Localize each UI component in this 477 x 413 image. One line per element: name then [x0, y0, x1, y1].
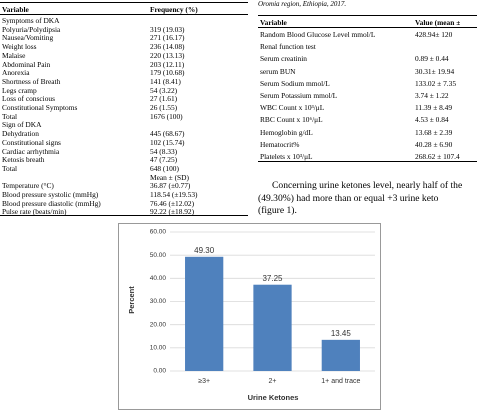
- table-cell: Polyuria/Polydipsia: [2, 24, 61, 34]
- value-label: 13.45: [331, 329, 352, 338]
- y-tick-label: 50.00: [150, 252, 167, 259]
- bar: [321, 339, 360, 371]
- table-cell: 47 (7.25): [150, 155, 178, 165]
- y-tick-label: 40.00: [150, 275, 167, 282]
- table-cell: 648 (100): [150, 163, 179, 173]
- table-cell: Abdominal Pain: [2, 59, 51, 69]
- paragraph-line: (figure 1).: [258, 205, 297, 216]
- rule: [0, 215, 248, 216]
- chart: Percent Urine Ketones 0.00 10.00 20.00 30.0…: [118, 223, 381, 410]
- table-cell: RBC Count x 10⁶/μL: [260, 115, 323, 125]
- table-cell: 1676 (100): [150, 111, 183, 121]
- table-cell: 203 (12.11): [150, 59, 185, 69]
- table-cell: 36.87 (±0.77): [150, 181, 191, 191]
- value-label: 49.30: [194, 246, 215, 255]
- y-tick-label: 30.00: [150, 298, 167, 305]
- table-cell: Serum Sodium mmol/L: [260, 78, 330, 88]
- paragraph-line: (49.30%) had more than or equal +3 urine…: [258, 192, 439, 204]
- table-cell: 133.02 ± 7.35: [415, 78, 457, 88]
- table-cell: Serum creatinin: [260, 54, 307, 64]
- table-cell: Total: [2, 111, 18, 121]
- value-label: 37.25: [262, 274, 283, 283]
- table-cell: 54 (3.22): [150, 85, 178, 95]
- y-axis-label: Percent: [127, 286, 136, 314]
- table-cell: Malaise: [2, 50, 26, 60]
- table-cell: 268.62 ± 107.4: [415, 152, 460, 161]
- y-tick-label: 20.00: [150, 321, 167, 328]
- table-cell: Hematocrit%: [260, 139, 300, 149]
- table-cell: 102 (15.74): [150, 137, 185, 147]
- table-cell: 76.46 (±12.02): [150, 198, 195, 208]
- x-axis-label: Urine Ketones: [248, 393, 299, 402]
- table-cell: 26 (1.55): [150, 103, 178, 112]
- rule: [258, 161, 477, 162]
- table-cell: Anorexia: [2, 68, 30, 78]
- table-cell: Constitutional Symptoms: [2, 103, 78, 112]
- bar: [185, 256, 224, 371]
- table-cell: 30.31± 19.94: [415, 66, 455, 76]
- table-cell: 27 (1.61): [150, 94, 178, 104]
- table-cell: Hemoglobin g/dL: [260, 127, 313, 137]
- table-cell: 179 (10.68): [150, 68, 185, 78]
- table-cell: 11.39 ± 8.49: [415, 103, 453, 113]
- table-cell: 428.94± 120: [415, 30, 453, 39]
- table-cell: WBC Count x 10³/μL: [260, 103, 325, 113]
- table-cell: 445 (68.67): [150, 129, 185, 139]
- table-header: Value (mean ±: [415, 18, 461, 27]
- table-cell: 54 (8.33): [150, 146, 178, 156]
- rule: [258, 27, 477, 28]
- table-cell: 220 (13.13): [150, 50, 185, 60]
- table-cell: 4.53 ± 0.84: [415, 115, 449, 125]
- table-caption: Oromia region, Ethiopia, 2017.: [258, 0, 347, 8]
- table-cell: 0.89 ± 0.44: [415, 54, 449, 64]
- table-cell: 118.54 (±19.53): [150, 190, 198, 199]
- x-tick-label: 2+: [269, 378, 277, 385]
- x-tick-label: ≥3+: [198, 378, 210, 385]
- x-tick-label: 1+ and trace: [321, 378, 360, 385]
- table-cell: 271 (16.17): [150, 33, 185, 43]
- table-cell: Total: [2, 163, 18, 173]
- y-tick-label: 0.00: [153, 368, 166, 375]
- y-tick-label: 60.00: [150, 229, 167, 236]
- table-cell: 141 (8.41): [150, 76, 181, 86]
- y-tick-label: 10.00: [150, 345, 167, 352]
- bar: [253, 284, 292, 371]
- table-cell: Shortness of Breath: [2, 76, 61, 86]
- table-header: Variable: [260, 18, 287, 27]
- table-cell: Blood pressure systolic (mmHg): [2, 190, 99, 199]
- rule: [258, 15, 477, 16]
- table-cell: Sign of DKA: [2, 120, 42, 130]
- table-cell: Loss of conscious: [2, 94, 55, 104]
- table-cell: serum BUN: [260, 66, 296, 76]
- rule: [0, 2, 248, 3]
- table-cell: Constitutional signs: [2, 137, 61, 147]
- table-cell: Legs cramp: [2, 85, 37, 95]
- table-cell: Symptoms of DKA: [2, 16, 60, 25]
- table-cell: Renal function test: [260, 42, 316, 52]
- table-cell: Weight loss: [2, 42, 37, 52]
- table-cell: 92.22 (±18.92): [150, 207, 195, 217]
- table-cell: Pulse rate (beats/min): [2, 207, 67, 217]
- table-cell: Serum Potassium mmol/L: [260, 91, 338, 100]
- table-cell: Cardiac arrhythmia: [2, 146, 60, 156]
- table-cell: 319 (19.03): [150, 24, 185, 34]
- table-cell: Temperature (°C): [2, 181, 54, 191]
- table-header: Frequency (%): [150, 5, 198, 14]
- table-cell: Random Blood Glucose Level mmol/L: [260, 30, 376, 39]
- table-header: Variable: [2, 5, 29, 14]
- paragraph-line: Concerning urine ketones level, nearly h…: [272, 180, 463, 191]
- table-cell: 3.74 ± 1.22: [415, 91, 449, 100]
- table-cell: Blood pressure diastolic (mmHg): [2, 198, 101, 208]
- table-cell: 13.68 ± 2.39: [415, 127, 453, 137]
- table-cell: Dehydration: [2, 129, 39, 139]
- table-cell: Ketosis breath: [2, 155, 45, 165]
- table-cell: Nausea/Vomiting: [2, 33, 54, 43]
- table-cell: Platelets x 10³/μL: [260, 152, 313, 161]
- table-cell: 236 (14.08): [150, 42, 185, 52]
- table-cell: 40.28 ± 6.90: [415, 139, 453, 149]
- rule: [0, 14, 248, 15]
- chart-frame: [118, 223, 381, 410]
- table-cell: Mean ± (SD): [150, 172, 189, 182]
